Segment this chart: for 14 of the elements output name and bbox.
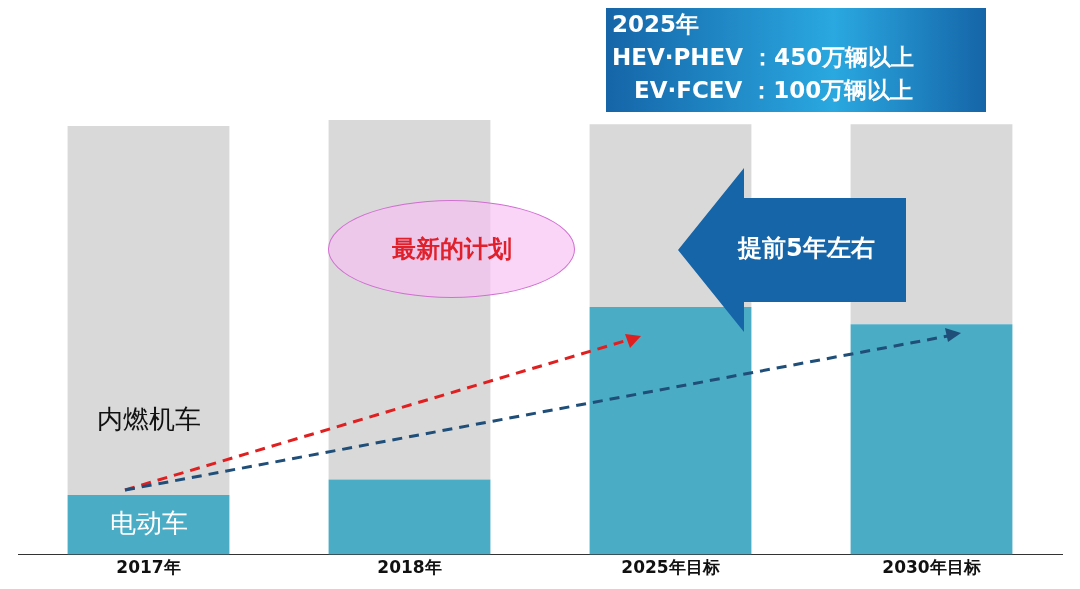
series-label: 电动车 (109, 507, 188, 538)
x-tick-label: 2018年 (377, 557, 442, 578)
x-tick-label: 2025年目标 (621, 557, 720, 578)
bar (67, 495, 230, 555)
series-label: 内燃机车 (96, 403, 201, 434)
bar (589, 306, 752, 555)
bar (850, 324, 1013, 555)
x-tick-label: 2017年 (116, 557, 181, 578)
x-tick-label: 2030年目标 (882, 557, 981, 578)
annotation: 提前5年左右 (738, 233, 875, 264)
bar (328, 479, 491, 555)
bar (67, 126, 230, 496)
ellipse-callout: 最新的计划 (328, 200, 575, 298)
callout-box: 2025年 HEV·PHEV ：450万辆以上 EV·FCEV ：100万辆以上 (606, 8, 986, 112)
